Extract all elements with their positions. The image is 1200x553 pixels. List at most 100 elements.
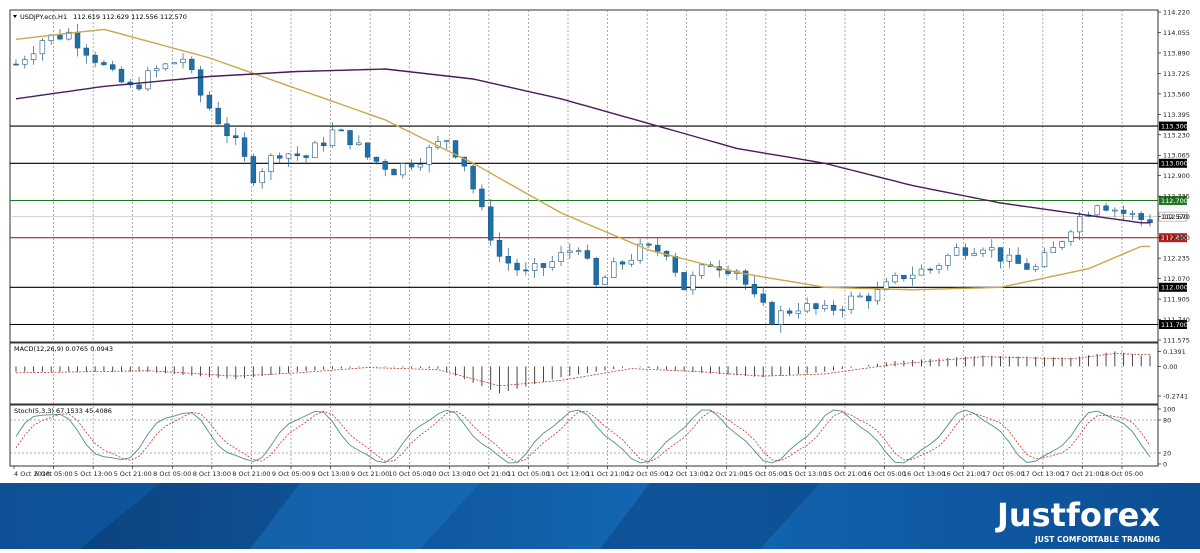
main-panel	[9, 9, 1159, 343]
price-tick-label: 113.725	[1163, 70, 1190, 78]
candle-body	[795, 310, 802, 314]
candle-body	[962, 247, 969, 256]
candle-body	[312, 142, 318, 158]
level-price-label: 112.000	[1161, 284, 1188, 292]
level-price-tag	[1159, 282, 1187, 292]
candle-body	[206, 94, 213, 109]
candle-body	[400, 163, 406, 176]
candle-body	[250, 156, 257, 184]
symbol-dropdown-icon[interactable]	[13, 15, 17, 18]
stoch-label: Stoch(5,3,3) 67.1533 45.4086	[14, 407, 112, 415]
x-tick-label: 5 Oct 05:00	[34, 470, 72, 478]
candle-body	[584, 250, 591, 259]
x-tick-label: 16 Oct 13:00	[903, 470, 945, 478]
candle-body	[1138, 213, 1144, 220]
candle-body	[66, 31, 72, 40]
candle-body	[294, 153, 301, 156]
candle-body	[197, 69, 204, 96]
candle-body	[408, 163, 415, 168]
x-tick-label: 12 Oct 21:00	[705, 470, 747, 478]
candle-body	[356, 142, 362, 146]
candle-body	[496, 239, 503, 257]
candle-body	[162, 63, 169, 70]
candle-body	[153, 68, 160, 72]
x-tick-label: 12 Oct 13:00	[666, 470, 708, 478]
brand-logo[interactable]: Justforex	[995, 496, 1160, 534]
level-price-tag	[1159, 158, 1187, 168]
brand-tagline: JUST COMFORTABLE TRADING	[1034, 535, 1160, 544]
x-tick-label: 10 Oct 13:00	[428, 470, 470, 478]
candle-body	[523, 269, 529, 272]
macd-indicator: 0.1391 0.00 -0.2741	[15, 348, 1188, 400]
x-tick-label: 17 Oct 13:00	[1022, 470, 1064, 478]
price-tick-label: 111.905	[1163, 296, 1190, 304]
x-tick-label: 8 Oct 13:00	[193, 470, 231, 478]
candle-body	[778, 310, 784, 325]
candle-body	[690, 275, 696, 291]
candle-body	[1076, 216, 1083, 233]
candle-body	[391, 169, 397, 176]
candle-body	[444, 140, 450, 142]
price-tick-label: 113.560	[1163, 90, 1190, 98]
candle-body	[101, 62, 107, 65]
candle-body	[989, 247, 995, 251]
candle-body	[672, 255, 679, 273]
symbol-label: USDJPY.ecn,H1	[20, 13, 67, 21]
horizontal-levels: 113.300 113.000 112.700 112.400 112.000 111.7…	[10, 121, 1188, 329]
footer-facet	[250, 483, 480, 549]
candle-body	[619, 261, 626, 265]
ma-slow-line	[15, 68, 1150, 224]
candle-body	[329, 129, 336, 146]
candle-body	[1120, 209, 1127, 214]
candle-body	[602, 277, 608, 285]
candle-body	[531, 263, 538, 271]
candle-body	[487, 206, 494, 241]
candle-body	[857, 295, 863, 298]
candle-body	[364, 142, 371, 158]
stoch-k-line	[15, 409, 1151, 464]
candle-body	[698, 264, 705, 276]
candle-body	[479, 188, 485, 208]
x-tick-label: 9 Oct 13:00	[311, 470, 349, 478]
price-tick-label: 111.575	[1163, 337, 1190, 345]
candle-body	[549, 261, 555, 268]
candle-body	[936, 265, 942, 270]
candle-body	[628, 259, 635, 265]
candle-body	[786, 310, 793, 314]
candle-body	[382, 161, 388, 170]
candle-body	[22, 59, 28, 65]
stoch-tick-label: 0	[1163, 461, 1167, 469]
price-tick-label: 113.395	[1163, 111, 1190, 119]
level-price-label: 113.000	[1161, 160, 1188, 168]
candle-body	[233, 135, 239, 139]
x-tick-label: 15 Oct 05:00	[745, 470, 787, 478]
macd-label: MACD(12,26,9) 0.0765 0.0943	[14, 345, 113, 353]
candle-body	[268, 155, 274, 172]
x-tick-label: 10 Oct 21:00	[468, 470, 510, 478]
ma-fast-line	[15, 28, 1150, 291]
x-tick-label: 18 Oct 05:00	[1101, 470, 1143, 478]
candle-body	[971, 253, 977, 256]
candle-body	[901, 275, 907, 280]
macd-tick-label: 0.00	[1163, 363, 1177, 371]
level-price-tag	[1159, 233, 1187, 243]
candle-body	[189, 58, 195, 71]
candle-body	[426, 147, 432, 165]
x-tick-label: 9 Oct 21:00	[351, 470, 389, 478]
candle-body	[373, 156, 380, 162]
candle-body	[839, 309, 846, 311]
candle-body	[215, 107, 221, 125]
candle-body	[804, 303, 810, 312]
candle-body	[865, 295, 872, 302]
candle-body	[997, 247, 1004, 262]
x-tick-label: 15 Oct 21:00	[824, 470, 866, 478]
level-price-tag	[1159, 319, 1187, 329]
x-tick-label: 15 Oct 13:00	[784, 470, 826, 478]
candle-body	[1006, 254, 1013, 262]
candle-body	[92, 54, 98, 63]
candle-body	[540, 263, 547, 268]
candle-body	[980, 249, 986, 254]
candle-body	[945, 254, 951, 266]
